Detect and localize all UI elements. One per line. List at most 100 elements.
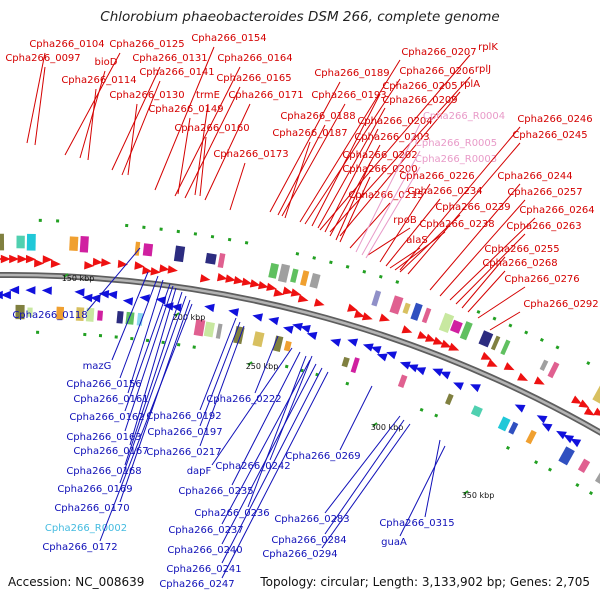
feature-dot[interactable] [176, 229, 180, 234]
forward-gene-arrow[interactable] [578, 399, 590, 408]
forward-gene-arrow[interactable] [273, 288, 285, 297]
cog-block-reverse[interactable] [15, 304, 25, 320]
forward-strand-gene-label[interactable]: Cpha266_0160 [174, 123, 249, 134]
cog-block-reverse[interactable] [397, 374, 408, 388]
cog-block-reverse[interactable] [594, 467, 600, 484]
feature-dot[interactable] [419, 407, 424, 412]
feature-dot[interactable] [244, 241, 249, 245]
forward-strand-gene-label[interactable]: Cpha266_0292 [523, 299, 598, 310]
cog-block-reverse[interactable] [215, 323, 223, 339]
feature-dot[interactable] [362, 269, 367, 274]
feature-dot[interactable] [575, 483, 580, 488]
cog-block-forward[interactable] [16, 235, 25, 249]
cog-block-forward[interactable] [547, 361, 560, 379]
forward-strand-gene-label[interactable]: Cpha266_0131 [132, 53, 207, 64]
cog-block-reverse[interactable] [577, 458, 591, 473]
feature-dot[interactable] [345, 264, 350, 269]
reverse-gene-arrow[interactable] [570, 438, 582, 448]
reverse-strand-gene-label[interactable]: Cpha266_0283 [274, 514, 349, 525]
forward-strand-gene-label[interactable]: Cpha266_0234 [407, 186, 482, 197]
forward-gene-arrow[interactable] [225, 274, 236, 283]
reverse-gene-arrow[interactable] [407, 364, 419, 373]
cog-block-forward[interactable] [268, 262, 279, 279]
feature-dot[interactable] [547, 467, 553, 472]
cog-block-forward[interactable] [500, 339, 511, 356]
forward-gene-arrow[interactable] [249, 279, 261, 288]
forward-gene-arrow[interactable] [167, 265, 178, 274]
forward-gene-arrow[interactable] [17, 254, 28, 264]
feature-dot[interactable] [534, 460, 539, 465]
forward-gene-arrow[interactable] [266, 282, 277, 291]
forward-strand-gene-label[interactable]: rplJ [475, 64, 491, 75]
reverse-gene-arrow[interactable] [362, 343, 374, 352]
reverse-strand-gene-label[interactable]: Cpha266_0222 [206, 394, 281, 405]
cog-block-reverse[interactable] [508, 421, 519, 435]
forward-gene-arrow[interactable] [517, 372, 528, 381]
cog-block-reverse[interactable] [445, 393, 454, 406]
forward-strand-gene-label[interactable]: Cpha266_0154 [191, 33, 266, 44]
cog-block-reverse[interactable] [283, 340, 292, 352]
reverse-strand-gene-label[interactable]: Cpha266_0217 [146, 447, 221, 458]
forward-strand-gene-label[interactable]: Cpha266_0188 [280, 111, 355, 122]
feature-dot[interactable] [395, 280, 400, 284]
forward-strand-gene-label[interactable]: Cpha266_0149 [148, 104, 223, 115]
reverse-gene-arrow[interactable] [122, 297, 134, 306]
reverse-gene-arrow[interactable] [98, 290, 110, 299]
reverse-gene-arrow[interactable] [252, 313, 263, 322]
cog-block-reverse[interactable] [497, 416, 511, 432]
forward-gene-arrow[interactable] [34, 259, 45, 268]
forward-gene-arrow[interactable] [258, 281, 269, 290]
reverse-gene-arrow[interactable] [300, 325, 311, 334]
cog-block-forward[interactable] [410, 302, 423, 321]
cog-block-forward[interactable] [277, 263, 291, 283]
cog-block-forward[interactable] [79, 235, 89, 253]
forward-strand-gene-label[interactable]: Cpha266_0257 [507, 187, 582, 198]
reverse-gene-arrow[interactable] [556, 430, 567, 440]
reverse-strand-gene-label[interactable]: Cpha266_0162 [69, 412, 144, 423]
forward-strand-gene-label[interactable]: Cpha266_0130 [109, 90, 184, 101]
cog-block-forward[interactable] [299, 270, 310, 287]
cog-block-forward[interactable] [309, 273, 321, 289]
forward-strand-gene-label[interactable]: Cpha266_R0005 [415, 138, 497, 149]
feature-dot[interactable] [284, 364, 289, 369]
forward-gene-arrow[interactable] [50, 259, 61, 268]
reverse-strand-gene-label[interactable]: Cpha266_0284 [271, 535, 346, 546]
reverse-strand-gene-label[interactable]: Cpha266_0235 [178, 486, 253, 497]
reverse-strand-gene-label[interactable]: Cpha266_0163 [66, 432, 141, 443]
forward-gene-arrow[interactable] [25, 254, 36, 264]
forward-strand-gene-label[interactable]: trmE [196, 90, 220, 101]
feature-dot[interactable] [83, 332, 87, 337]
reverse-gene-arrow[interactable] [82, 293, 93, 303]
forward-gene-arrow[interactable] [199, 274, 211, 283]
forward-strand-gene-label[interactable]: Cpha266_0187 [272, 128, 347, 139]
cog-block-reverse[interactable] [252, 331, 265, 348]
cog-block-forward[interactable] [421, 307, 432, 324]
forward-strand-gene-label[interactable]: Cpha266_0206 [399, 66, 474, 77]
forward-gene-arrow[interactable] [241, 277, 253, 286]
cog-block-forward[interactable] [449, 319, 463, 334]
forward-strand-gene-label[interactable]: Cpha266_0125 [109, 39, 184, 50]
feature-dot[interactable] [505, 445, 511, 450]
forward-strand-gene-label[interactable]: Cpha266_0276 [504, 274, 579, 285]
feature-dot[interactable] [114, 335, 118, 339]
feature-dot[interactable] [476, 309, 481, 314]
reverse-gene-arrow[interactable] [370, 346, 382, 355]
reverse-strand-gene-label[interactable]: Cpha266_0169 [57, 484, 132, 495]
forward-gene-arrow[interactable] [282, 286, 294, 295]
forward-strand-gene-label[interactable]: Cpha266_0104 [29, 39, 104, 50]
feature-dot[interactable] [329, 260, 333, 265]
cog-block-forward[interactable] [142, 243, 154, 257]
reverse-gene-arrow[interactable] [0, 290, 11, 300]
forward-strand-gene-label[interactable]: Cpha266_0204 [357, 116, 432, 127]
forward-strand-gene-label[interactable]: Cpha266_0203 [354, 132, 429, 143]
forward-gene-arrow[interactable] [347, 303, 358, 312]
feature-dot[interactable] [492, 316, 497, 321]
forward-strand-gene-label[interactable]: Cpha266_0244 [497, 171, 572, 182]
forward-gene-arrow[interactable] [448, 342, 460, 351]
feature-dot[interactable] [176, 342, 181, 347]
reverse-gene-arrow[interactable] [139, 294, 150, 303]
cog-block-forward[interactable] [490, 335, 501, 351]
forward-strand-gene-label[interactable]: Cpha266_0165 [216, 73, 291, 84]
cog-block-reverse[interactable] [470, 405, 483, 418]
reverse-strand-gene-label[interactable]: Cpha266_0192 [146, 411, 221, 422]
